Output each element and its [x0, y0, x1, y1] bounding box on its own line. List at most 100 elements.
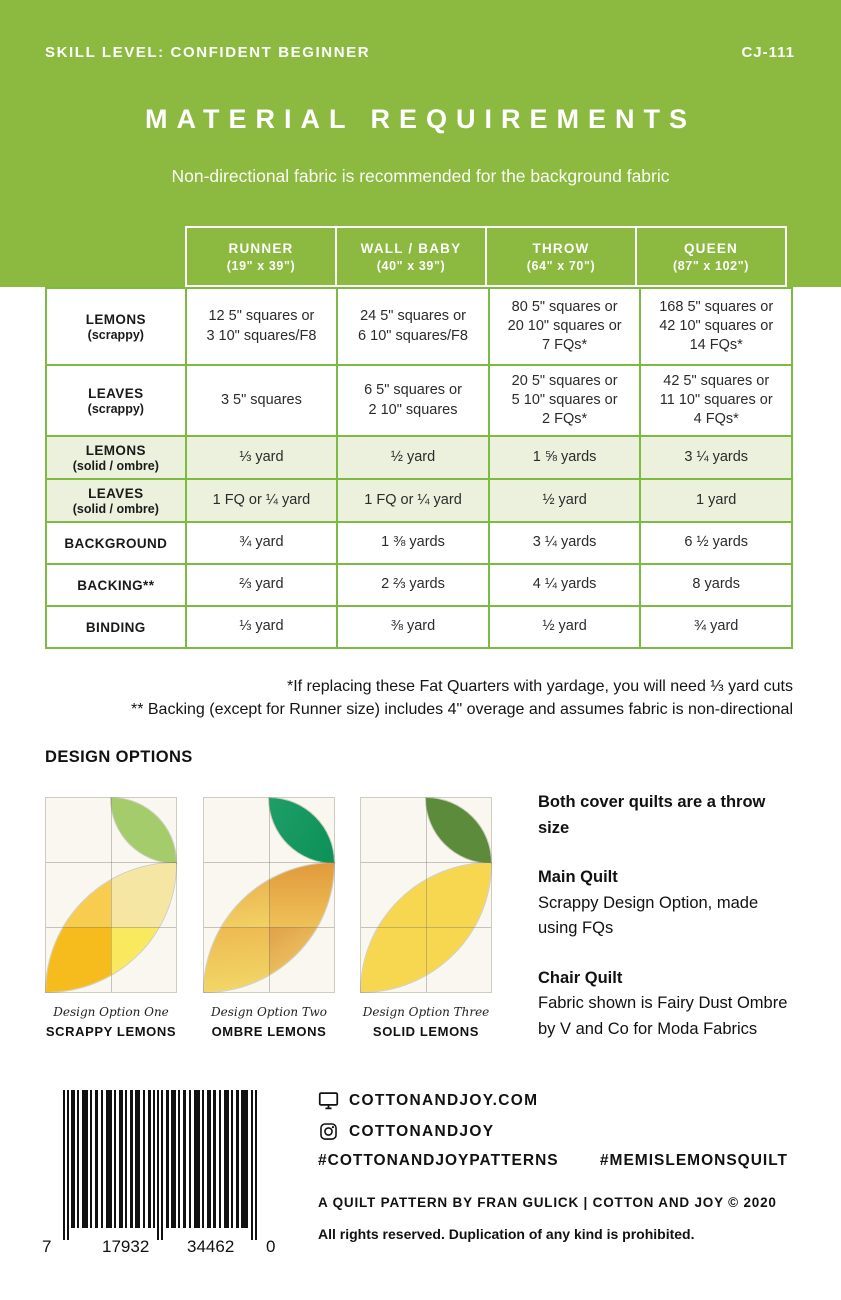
table-cell: ⅔ yard: [184, 565, 337, 605]
website-row: COTTONANDJOY.COM: [318, 1090, 788, 1111]
lemon-quadrant-tl: [46, 862, 111, 928]
column-name: THROW: [532, 240, 590, 256]
barcode-digits-group2: 34462: [187, 1237, 235, 1256]
row-label: LEMONS (solid / ombre): [47, 437, 185, 478]
cell-line: 4 FQs*: [693, 411, 739, 428]
cell-line: ⅔ yard: [239, 576, 284, 593]
lemon-shape: [204, 862, 334, 992]
footnote-fat-quarters: *If replacing these Fat Quarters with ya…: [286, 678, 793, 695]
cell-line: 1 ⅜ yards: [381, 534, 445, 551]
column-header-queen: QUEEN (87" x 102"): [635, 226, 787, 287]
column-size: (87" x 102"): [672, 258, 750, 273]
barcode-digit-left: 7: [42, 1237, 52, 1256]
cell-line: 2 ⅔ yards: [381, 576, 445, 593]
cell-line: 2 FQs*: [542, 411, 588, 428]
lemon-block-solid: [360, 797, 492, 993]
cell-line: 24 5" squares or: [360, 308, 466, 325]
lemon-block-ombre: [203, 797, 335, 993]
table-cell: ⅓ yard: [184, 437, 337, 478]
cell-line: 20 5" squares or: [511, 372, 618, 389]
row-label-main: BACKGROUND: [64, 535, 168, 551]
hashtag-row: #COTTONANDJOYPATTERNS #MEMISLEMONSQUILT: [318, 1152, 788, 1170]
table-cell: 1 FQ or ¼ yard: [336, 480, 488, 521]
row-label-main: LEMONS: [85, 311, 146, 327]
table-cell: 6 ½ yards: [639, 523, 791, 563]
option-caption: Design Option Three: [362, 1005, 490, 1019]
table-cell: 168 5" squares or 42 10" squares or 14 F…: [639, 289, 791, 364]
lemon-quadrant-br: [111, 927, 176, 992]
lemon-quadrant-tr: [269, 862, 334, 928]
table-cell: ½ yard: [336, 437, 488, 478]
row-label-sub: (solid / ombre): [72, 458, 159, 473]
barcode-digit-right: 0: [266, 1237, 276, 1256]
lemon-quadrant-br: [426, 927, 491, 992]
table-cell: 80 5" squares or 20 10" squares or 7 FQs…: [487, 289, 640, 364]
design-option-two: Design Option Two OMBRE LEMONS: [203, 797, 335, 1039]
row-label: LEAVES (solid / ombre): [47, 480, 185, 521]
table-cell: 12 5" squares or 3 10" squares/F8: [184, 289, 337, 364]
monitor-icon: [318, 1090, 339, 1111]
design-option-three: Design Option Three SOLID LEMONS: [360, 797, 492, 1039]
table-cell: ½ yard: [487, 480, 640, 521]
instagram-icon: [318, 1121, 339, 1142]
barcode-digits-group1: 17932: [102, 1237, 150, 1256]
option-name: SOLID LEMONS: [372, 1024, 480, 1039]
table-cell: 6 5" squares or 2 10" squares: [336, 366, 488, 435]
website-text: COTTONANDJOY.COM: [349, 1091, 539, 1109]
design-option-one: Design Option One SCRAPPY LEMONS: [45, 797, 177, 1039]
table-cell: 3 ¼ yards: [639, 437, 791, 478]
lemon-quadrant-tl: [361, 862, 426, 928]
barcode: 7 17932 34462 0: [40, 1090, 285, 1265]
cell-line: 168 5" squares or: [659, 298, 774, 315]
chair-quilt-text-line2: by V and Co for Moda Fabrics: [538, 1019, 758, 1038]
lemon-quadrant-tl: [204, 862, 269, 928]
cell-line: 3 ¼ yards: [684, 448, 749, 465]
lemon-shape: [361, 862, 491, 992]
row-label-main: LEMONS: [85, 442, 146, 458]
footer-links: COTTONANDJOY.COM COTTONANDJOY #COTTONAND…: [318, 1090, 788, 1170]
table-cell: 1 ⅝ yards: [487, 437, 640, 478]
option-name: SCRAPPY LEMONS: [45, 1024, 177, 1039]
cell-line: ¾ yard: [239, 534, 284, 551]
lemon-quadrant-br: [269, 927, 334, 992]
page-subtitle: Non-directional fabric is recommended fo…: [171, 166, 670, 186]
leaf-shape: [269, 798, 334, 863]
table-row-lemons-solid: LEMONS (solid / ombre) ⅓ yard ½ yard 1 ⅝…: [47, 435, 791, 478]
table-cell: 1 yard: [639, 480, 791, 521]
table-row-leaves-scrappy: LEAVES (scrappy) 3 5" squares 6 5" squar…: [47, 364, 791, 435]
column-name: RUNNER: [228, 240, 294, 256]
cell-line: 6 10" squares/F8: [358, 327, 468, 344]
table-cell: 24 5" squares or 6 10" squares/F8: [336, 289, 488, 364]
materials-table: LEMONS (scrappy) 12 5" squares or 3 10" …: [45, 287, 793, 649]
cell-line: ½ yard: [390, 448, 436, 465]
column-size: (40" x 39"): [376, 258, 446, 273]
cell-line: 42 10" squares or: [659, 317, 774, 334]
column-header-wall-baby: WALL / BABY (40" x 39"): [335, 226, 487, 287]
cell-line: 3 ¼ yards: [532, 534, 597, 551]
instagram-row: COTTONANDJOY: [318, 1121, 788, 1142]
row-label-main: LEAVES: [88, 385, 144, 401]
row-label: LEAVES (scrappy): [47, 366, 185, 435]
cell-line: 6 ½ yards: [684, 534, 749, 551]
header-banner: [0, 0, 841, 287]
table-row-backing: BACKING** ⅔ yard 2 ⅔ yards 4 ¼ yards 8 y…: [47, 563, 791, 605]
leaf-shape: [426, 798, 491, 863]
table-cell: ½ yard: [487, 607, 640, 647]
cell-line: 20 10" squares or: [507, 317, 622, 334]
row-label-sub: (scrappy): [87, 401, 144, 416]
row-label-main: LEAVES: [88, 485, 144, 501]
lemon-quadrant-tr: [426, 862, 491, 928]
cell-line: 1 FQ or ¼ yard: [364, 491, 462, 508]
cell-line: 1 ⅝ yards: [532, 448, 597, 465]
table-cell: 3 ¼ yards: [487, 523, 640, 563]
cell-line: ¾ yard: [694, 618, 739, 635]
cell-line: 80 5" squares or: [511, 298, 618, 315]
row-label: BACKGROUND: [47, 523, 185, 563]
column-size: (64" x 70"): [526, 258, 596, 273]
table-row-leaves-solid: LEAVES (solid / ombre) 1 FQ or ¼ yard 1 …: [47, 478, 791, 521]
column-size: (19" x 39"): [226, 258, 296, 273]
table-row-binding: BINDING ⅓ yard ⅜ yard ½ yard ¾ yard: [47, 605, 791, 647]
column-header-throw: THROW (64" x 70"): [485, 226, 637, 287]
rights-line: All rights reserved. Duplication of any …: [318, 1226, 695, 1242]
cell-line: 2 10" squares: [368, 401, 458, 418]
